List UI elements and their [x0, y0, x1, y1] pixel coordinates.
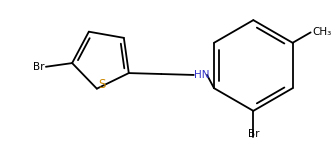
Text: CH₃: CH₃: [312, 27, 331, 37]
Text: S: S: [98, 78, 105, 91]
Text: HN: HN: [194, 70, 209, 80]
Text: Br: Br: [248, 129, 259, 139]
Text: Br: Br: [32, 62, 44, 72]
